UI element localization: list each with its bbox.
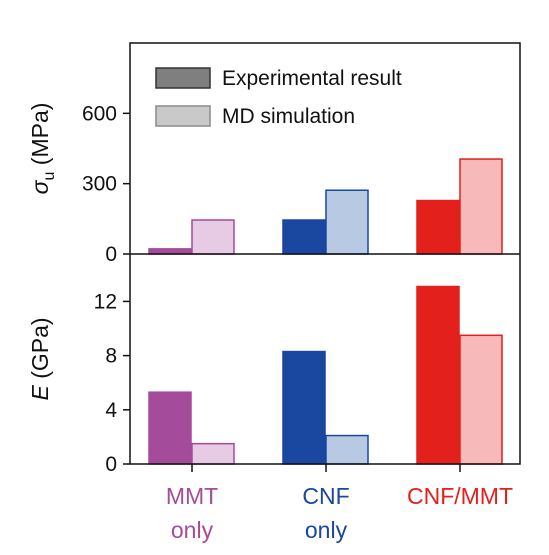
x-category-label-0-line1: MMT: [166, 483, 218, 509]
legend-swatch-1: [155, 105, 211, 127]
bar-top-experimental-1: [282, 219, 326, 255]
bar-top-simulation-2: [459, 158, 503, 255]
y-tick-label-bottom: 4: [105, 399, 117, 422]
bar-top-simulation-0: [191, 219, 235, 255]
x-category-label-1-line1: CNF: [302, 483, 349, 509]
bar-bottom-experimental-0: [148, 391, 192, 465]
y-tick-label-top: 0: [105, 243, 117, 266]
y-axis-subscript-top: u: [41, 172, 58, 181]
y-tick-label-bottom: 12: [94, 290, 117, 313]
x-category-label-2-line1: CNF/MMT: [407, 483, 513, 509]
y-axis-label-bottom: E (GPa): [27, 317, 53, 400]
legend-label-0: Experimental result: [222, 67, 402, 90]
legend-swatch-0: [155, 67, 211, 89]
y-tick-label-bottom: 8: [105, 345, 117, 368]
bar-bottom-experimental-2: [416, 285, 460, 465]
y-tick-label-top: 300: [82, 173, 117, 196]
y-axis-unit-top: (MPa): [27, 103, 53, 172]
bar-bottom-simulation-2: [459, 334, 503, 465]
y-axis-label-top: σu (MPa): [27, 103, 58, 195]
bar-top-simulation-1: [325, 189, 369, 255]
bar-top-experimental-0: [148, 248, 192, 255]
x-category-label-1-line2: only: [305, 517, 348, 543]
y-tick-label-top: 600: [82, 102, 117, 125]
x-category-label-0-line2: only: [171, 517, 214, 543]
bar-bottom-experimental-1: [282, 350, 326, 465]
y-axis-symbol-top: σ: [27, 179, 53, 194]
y-tick-label-bottom: 0: [105, 453, 117, 476]
bar-bottom-simulation-1: [325, 434, 369, 465]
bar-top-experimental-2: [416, 199, 460, 255]
y-axis-unit-bottom: (GPa): [27, 317, 53, 385]
bar-bottom-simulation-0: [191, 442, 235, 465]
legend-label-1: MD simulation: [222, 105, 355, 128]
y-axis-symbol-bottom: E: [27, 385, 53, 401]
